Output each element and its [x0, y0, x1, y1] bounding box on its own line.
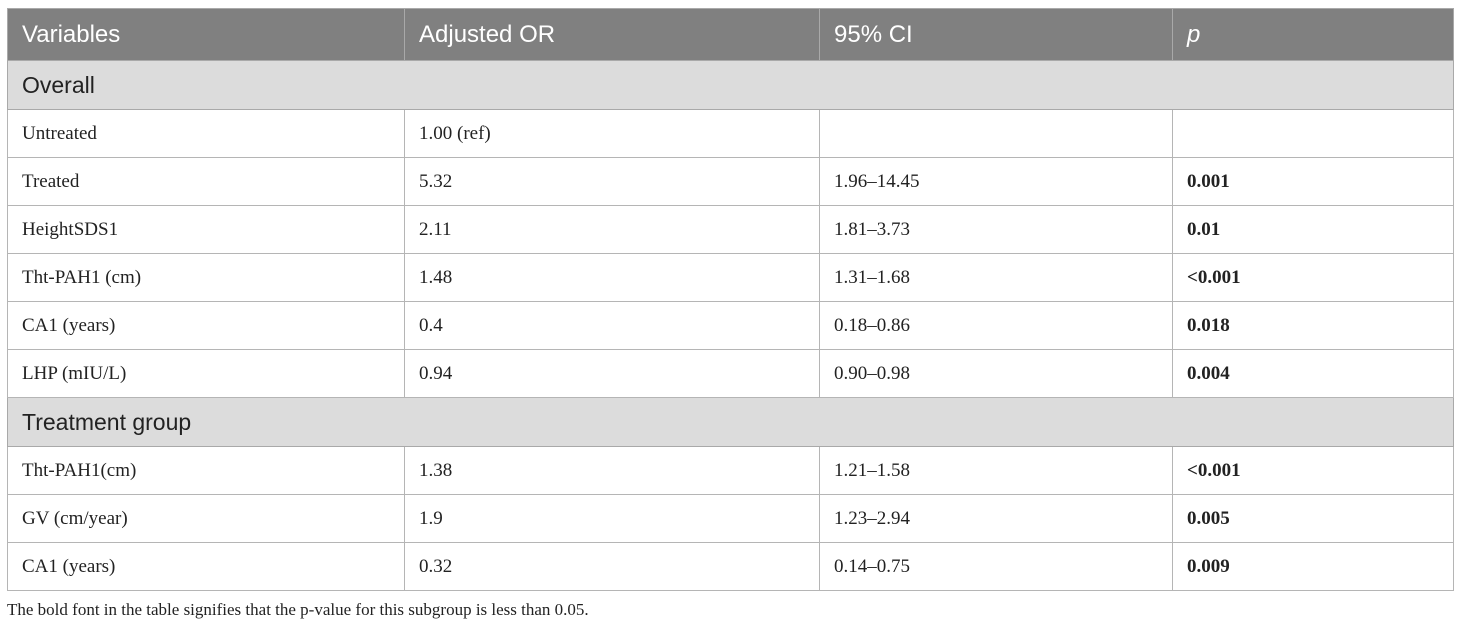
odds-ratio-cell: 0.94: [404, 349, 820, 398]
header-p-value: p: [1172, 8, 1454, 61]
p-value-cell: 0.005: [1172, 494, 1454, 543]
ci-cell: 1.81–3.73: [819, 205, 1173, 254]
table-footnote: The bold font in the table signifies tha…: [7, 600, 589, 619]
odds-ratio-cell: 0.4: [404, 301, 820, 350]
table-row: CA1 (years) 0.32 0.14–0.75 0.009: [7, 542, 1454, 591]
variable-cell: CA1 (years): [7, 301, 405, 350]
p-value-cell: 0.018: [1172, 301, 1454, 350]
ci-cell: 1.21–1.58: [819, 446, 1173, 495]
p-value-cell: 0.009: [1172, 542, 1454, 591]
odds-ratio-cell: 1.38: [404, 446, 820, 495]
table-row: GV (cm/year) 1.9 1.23–2.94 0.005: [7, 494, 1454, 543]
header-95-ci: 95% CI: [819, 8, 1173, 61]
variable-cell: LHP (mIU/L): [7, 349, 405, 398]
variable-cell: Untreated: [7, 109, 405, 158]
p-value-cell: 0.001: [1172, 157, 1454, 206]
odds-ratio-cell: 1.00 (ref): [404, 109, 820, 158]
odds-ratio-cell: 5.32: [404, 157, 820, 206]
ci-cell: 0.14–0.75: [819, 542, 1173, 591]
ci-cell: 1.23–2.94: [819, 494, 1173, 543]
section-row-overall: Overall: [7, 60, 1454, 110]
ci-cell: 0.90–0.98: [819, 349, 1173, 398]
ci-cell: [819, 109, 1173, 158]
table-row: Tht-PAH1(cm) 1.38 1.21–1.58 <0.001: [7, 446, 1454, 495]
odds-ratio-cell: 1.48: [404, 253, 820, 302]
table-row: Untreated 1.00 (ref): [7, 109, 1454, 158]
variable-cell: HeightSDS1: [7, 205, 405, 254]
results-table: Variables Adjusted OR 95% CI p Overall U…: [7, 8, 1454, 591]
p-value-cell: 0.01: [1172, 205, 1454, 254]
header-row: Variables Adjusted OR 95% CI p: [7, 8, 1454, 61]
p-value-cell: <0.001: [1172, 253, 1454, 302]
p-value-cell: <0.001: [1172, 446, 1454, 495]
odds-ratio-cell: 1.9: [404, 494, 820, 543]
odds-ratio-cell: 2.11: [404, 205, 820, 254]
variable-cell: GV (cm/year): [7, 494, 405, 543]
header-variables: Variables: [7, 8, 405, 61]
p-value-cell: [1172, 109, 1454, 158]
ci-cell: 1.96–14.45: [819, 157, 1173, 206]
ci-cell: 1.31–1.68: [819, 253, 1173, 302]
section-row-treatment-group: Treatment group: [7, 397, 1454, 447]
header-adjusted-or: Adjusted OR: [404, 8, 820, 61]
table-row: LHP (mIU/L) 0.94 0.90–0.98 0.004: [7, 349, 1454, 398]
variable-cell: Treated: [7, 157, 405, 206]
table-row: Treated 5.32 1.96–14.45 0.001: [7, 157, 1454, 206]
variable-cell: Tht-PAH1 (cm): [7, 253, 405, 302]
table-row: Tht-PAH1 (cm) 1.48 1.31–1.68 <0.001: [7, 253, 1454, 302]
table-row: CA1 (years) 0.4 0.18–0.86 0.018: [7, 301, 1454, 350]
p-value-cell: 0.004: [1172, 349, 1454, 398]
ci-cell: 0.18–0.86: [819, 301, 1173, 350]
odds-ratio-cell: 0.32: [404, 542, 820, 591]
variable-cell: CA1 (years): [7, 542, 405, 591]
table-row: HeightSDS1 2.11 1.81–3.73 0.01: [7, 205, 1454, 254]
section-label: Overall: [7, 60, 1454, 110]
variable-cell: Tht-PAH1(cm): [7, 446, 405, 495]
section-label: Treatment group: [7, 397, 1454, 447]
